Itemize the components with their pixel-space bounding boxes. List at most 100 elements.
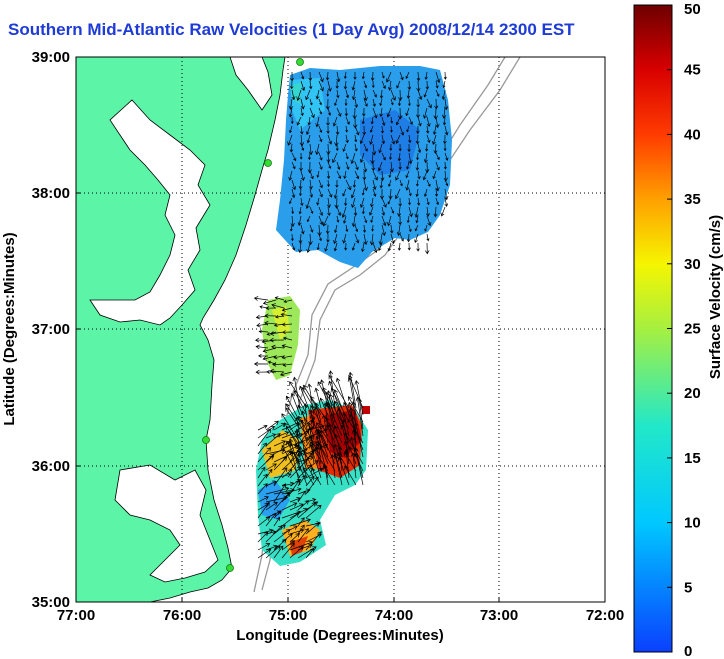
velocity-arrow (426, 215, 432, 227)
velocity-arrow (397, 152, 402, 162)
velocity-arrow (309, 107, 315, 119)
velocity-arrow (336, 170, 342, 179)
velocity-arrow (387, 197, 392, 205)
velocity-arrow (326, 152, 331, 163)
velocity-arrow (316, 242, 320, 251)
velocity-arrow (443, 98, 449, 111)
velocity-arrow (291, 161, 296, 170)
velocity-arrow (298, 179, 303, 190)
velocity-arrow (316, 170, 320, 178)
velocity-arrow (305, 547, 315, 559)
velocity-arrow (363, 161, 368, 173)
velocity-arrow (297, 455, 314, 463)
velocity-arrow (300, 80, 306, 92)
colorbar-tick-label: 15 (684, 450, 701, 467)
velocity-arrow (432, 134, 437, 145)
velocity-arrow (297, 464, 313, 479)
velocity-arrow (398, 215, 403, 226)
velocity-arrow (300, 410, 308, 430)
velocity-arrow (370, 215, 374, 224)
velocity-arrow (328, 374, 350, 409)
velocity-arrow (272, 362, 285, 367)
velocity-arrow (265, 433, 281, 447)
velocity-arrow (390, 125, 393, 133)
velocity-arrow (397, 206, 402, 217)
velocity-arrow (280, 312, 293, 317)
velocity-arrow (291, 242, 296, 251)
velocity-arrow (354, 161, 359, 171)
velocity-arrow (378, 233, 383, 246)
velocity-arrow (387, 80, 392, 91)
velocity-arrow (273, 443, 293, 455)
velocity-arrow (253, 296, 269, 301)
velocity-arrow (298, 233, 303, 244)
velocity-arrow (330, 387, 350, 423)
velocity-arrow (417, 197, 421, 206)
velocity-arrow (379, 89, 384, 99)
velocity-arrow (333, 188, 338, 199)
velocity-arrow (273, 483, 287, 503)
velocity-arrow (425, 206, 430, 217)
velocity-arrow (305, 428, 328, 439)
velocity-arrow (379, 179, 384, 189)
x-tick-label: 76:00 (163, 607, 201, 624)
velocity-arrow (265, 480, 277, 487)
velocity-arrow (345, 179, 352, 191)
velocity-arrow (406, 215, 410, 224)
velocity-arrow (273, 423, 286, 431)
velocity-arrow (300, 143, 305, 151)
velocity-arrow (398, 107, 403, 120)
velocity-arrow (432, 125, 437, 135)
velocity-arrow (325, 417, 343, 451)
velocity-arrow (352, 107, 357, 120)
velocity-arrow (351, 80, 356, 91)
velocity-arrow (327, 188, 333, 198)
velocity-arrow (444, 188, 449, 201)
velocity-arrow (305, 197, 311, 210)
velocity-arrow (297, 429, 310, 447)
velocity-arrow (408, 224, 412, 233)
velocity-arrow (326, 143, 331, 155)
velocity-arrow (334, 134, 339, 147)
velocity-arrow (345, 161, 350, 170)
velocity-arrow (388, 179, 392, 187)
velocity-arrow (381, 215, 387, 227)
velocity-arrow (389, 152, 392, 160)
velocity-arrow (343, 402, 357, 423)
velocity-arrow (265, 545, 281, 559)
velocity-arrow (289, 423, 300, 431)
velocity-arrow (315, 435, 329, 465)
velocity-arrow (435, 116, 440, 129)
velocity-arrow (300, 125, 304, 135)
velocity-arrow (273, 545, 284, 559)
y-axis-title: Latitude (Degrees:Minutes) (1, 232, 18, 425)
velocity-arrow (370, 152, 375, 165)
velocity-arrow (359, 152, 365, 163)
velocity-arrow (408, 152, 413, 165)
velocity-arrow (327, 206, 331, 217)
velocity-arrow (327, 134, 333, 145)
velocity-arrow (296, 116, 302, 126)
velocity-arrow (290, 71, 294, 82)
velocity-arrow (290, 233, 294, 242)
velocity-arrow (371, 143, 377, 156)
velocity-arrow (335, 179, 339, 188)
velocity-arrow (417, 89, 423, 101)
velocity-arrow (336, 89, 340, 99)
velocity-arrow (344, 242, 348, 251)
velocity-arrow (318, 80, 324, 92)
velocity-arrow (337, 456, 350, 486)
velocity-arrow (257, 548, 272, 559)
velocity-arrow (344, 197, 348, 207)
velocity-arrow (335, 143, 339, 152)
velocity-arrow (417, 170, 421, 180)
velocity-arrow (432, 170, 437, 180)
velocity-arrow (381, 224, 387, 237)
velocity-arrow (327, 161, 332, 169)
velocity-arrow (336, 206, 342, 217)
x-axis-title: Longitude (Degrees:Minutes) (236, 627, 444, 644)
velocity-arrow (354, 233, 360, 244)
velocity-arrow (345, 125, 349, 133)
velocity-arrow (282, 363, 293, 367)
velocity-arrow (440, 206, 446, 217)
